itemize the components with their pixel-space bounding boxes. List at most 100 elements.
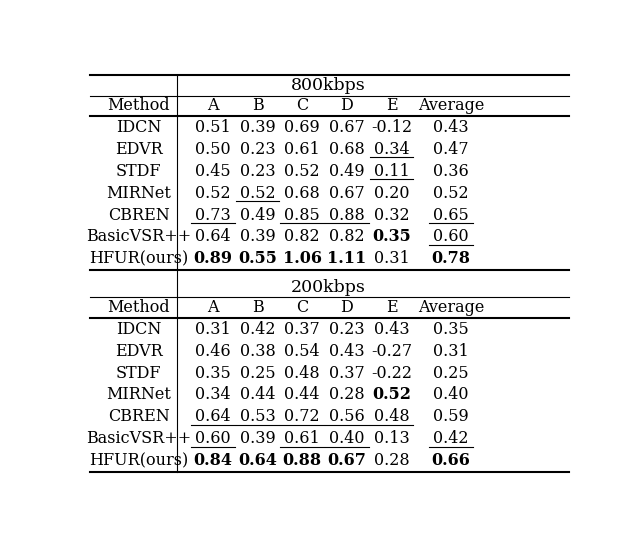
Text: 0.40: 0.40 xyxy=(433,387,468,403)
Text: Method: Method xyxy=(108,299,170,316)
Text: STDF: STDF xyxy=(116,365,161,382)
Text: 0.67: 0.67 xyxy=(329,185,365,201)
Text: 0.47: 0.47 xyxy=(433,141,469,158)
Text: BasicVSR++: BasicVSR++ xyxy=(86,228,191,245)
Text: 0.43: 0.43 xyxy=(374,321,410,338)
Text: 800kbps: 800kbps xyxy=(291,77,365,93)
Text: 0.89: 0.89 xyxy=(193,250,232,267)
Text: A: A xyxy=(207,299,219,316)
Text: 0.65: 0.65 xyxy=(433,207,469,223)
Text: 0.64: 0.64 xyxy=(238,452,277,469)
Text: 0.34: 0.34 xyxy=(195,387,231,403)
Text: EDVR: EDVR xyxy=(115,343,163,360)
Text: 0.37: 0.37 xyxy=(284,321,320,338)
Text: 0.88: 0.88 xyxy=(329,207,365,223)
Text: D: D xyxy=(340,98,353,114)
Text: 0.52: 0.52 xyxy=(372,387,411,403)
Text: BasicVSR++: BasicVSR++ xyxy=(86,430,191,447)
Text: Average: Average xyxy=(418,299,484,316)
Text: 0.45: 0.45 xyxy=(195,163,231,180)
Text: 0.28: 0.28 xyxy=(329,387,365,403)
Text: MIRNet: MIRNet xyxy=(106,387,171,403)
Text: C: C xyxy=(296,299,308,316)
Text: 0.13: 0.13 xyxy=(374,430,410,447)
Text: 0.43: 0.43 xyxy=(433,119,469,136)
Text: 0.49: 0.49 xyxy=(329,163,365,180)
Text: 0.35: 0.35 xyxy=(433,321,469,338)
Text: IDCN: IDCN xyxy=(116,119,161,136)
Text: 0.36: 0.36 xyxy=(433,163,469,180)
Text: 0.67: 0.67 xyxy=(328,452,366,469)
Text: 0.43: 0.43 xyxy=(329,343,365,360)
Text: 0.44: 0.44 xyxy=(284,387,320,403)
Text: 0.35: 0.35 xyxy=(372,228,411,245)
Text: B: B xyxy=(252,98,264,114)
Text: 0.84: 0.84 xyxy=(193,452,232,469)
Text: 0.59: 0.59 xyxy=(433,409,469,425)
Text: STDF: STDF xyxy=(116,163,161,180)
Text: 0.38: 0.38 xyxy=(240,343,275,360)
Text: 0.51: 0.51 xyxy=(195,119,231,136)
Text: 0.37: 0.37 xyxy=(329,365,365,382)
Text: 0.78: 0.78 xyxy=(431,250,470,267)
Text: 1.11: 1.11 xyxy=(327,250,367,267)
Text: 0.35: 0.35 xyxy=(195,365,231,382)
Text: Method: Method xyxy=(108,98,170,114)
Text: 0.34: 0.34 xyxy=(374,141,410,158)
Text: 0.39: 0.39 xyxy=(240,228,275,245)
Text: 0.82: 0.82 xyxy=(284,228,320,245)
Text: E: E xyxy=(386,98,397,114)
Text: 0.54: 0.54 xyxy=(284,343,320,360)
Text: 0.67: 0.67 xyxy=(329,119,365,136)
Text: 0.60: 0.60 xyxy=(195,430,231,447)
Text: HFUR(ours): HFUR(ours) xyxy=(89,452,188,469)
Text: 0.46: 0.46 xyxy=(195,343,231,360)
Text: CBREN: CBREN xyxy=(108,409,170,425)
Text: C: C xyxy=(296,98,308,114)
Text: Average: Average xyxy=(418,98,484,114)
Text: 0.60: 0.60 xyxy=(433,228,469,245)
Text: 0.39: 0.39 xyxy=(240,430,275,447)
Text: 0.52: 0.52 xyxy=(433,185,469,201)
Text: 0.31: 0.31 xyxy=(195,321,231,338)
Text: 0.53: 0.53 xyxy=(240,409,275,425)
Text: IDCN: IDCN xyxy=(116,321,161,338)
Text: 0.25: 0.25 xyxy=(433,365,469,382)
Text: CBREN: CBREN xyxy=(108,207,170,223)
Text: 0.48: 0.48 xyxy=(284,365,320,382)
Text: 0.52: 0.52 xyxy=(195,185,231,201)
Text: 0.55: 0.55 xyxy=(238,250,277,267)
Text: HFUR(ours): HFUR(ours) xyxy=(89,250,188,267)
Text: 0.11: 0.11 xyxy=(374,163,410,180)
Text: -0.22: -0.22 xyxy=(371,365,412,382)
Text: D: D xyxy=(340,299,353,316)
Text: E: E xyxy=(386,299,397,316)
Text: 0.23: 0.23 xyxy=(240,141,275,158)
Text: 0.39: 0.39 xyxy=(240,119,275,136)
Text: 0.72: 0.72 xyxy=(284,409,320,425)
Text: 0.25: 0.25 xyxy=(240,365,275,382)
Text: 0.52: 0.52 xyxy=(240,185,275,201)
Text: 0.82: 0.82 xyxy=(329,228,365,245)
Text: 0.61: 0.61 xyxy=(284,430,320,447)
Text: 0.73: 0.73 xyxy=(195,207,231,223)
Text: 0.23: 0.23 xyxy=(240,163,275,180)
Text: 0.42: 0.42 xyxy=(240,321,275,338)
Text: 0.64: 0.64 xyxy=(195,228,231,245)
Text: 0.68: 0.68 xyxy=(329,141,365,158)
Text: 0.52: 0.52 xyxy=(284,163,320,180)
Text: 0.50: 0.50 xyxy=(195,141,231,158)
Text: 0.31: 0.31 xyxy=(374,250,410,267)
Text: 0.56: 0.56 xyxy=(329,409,365,425)
Text: -0.12: -0.12 xyxy=(371,119,412,136)
Text: 0.61: 0.61 xyxy=(284,141,320,158)
Text: 1.06: 1.06 xyxy=(283,250,322,267)
Text: 0.69: 0.69 xyxy=(284,119,320,136)
Text: 0.32: 0.32 xyxy=(374,207,410,223)
Text: 0.68: 0.68 xyxy=(284,185,320,201)
Text: 0.40: 0.40 xyxy=(329,430,365,447)
Text: 0.49: 0.49 xyxy=(240,207,275,223)
Text: 0.64: 0.64 xyxy=(195,409,231,425)
Text: 0.31: 0.31 xyxy=(433,343,469,360)
Text: MIRNet: MIRNet xyxy=(106,185,171,201)
